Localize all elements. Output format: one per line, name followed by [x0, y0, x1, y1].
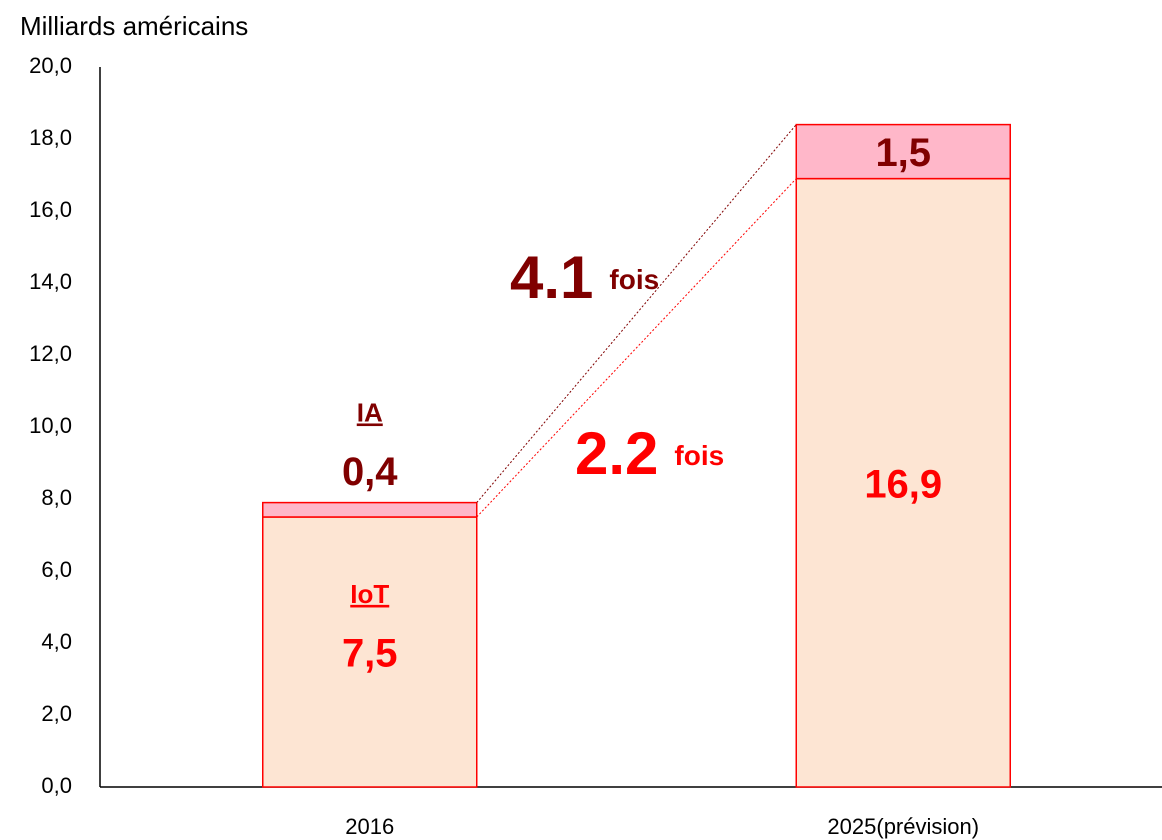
- bar-segment: [795, 177, 1011, 788]
- connector-line: [476, 178, 797, 518]
- series-label: IA: [357, 397, 383, 427]
- series-label: IoT: [350, 579, 389, 609]
- y-tick-label: 2,0: [41, 701, 72, 726]
- x-tick-label: 2016: [345, 814, 394, 839]
- value-label: 16,9: [864, 462, 942, 506]
- x-tick-label: 2025(prévision): [827, 814, 979, 839]
- connector-line: [476, 124, 797, 503]
- annotation-value: 2.2: [575, 420, 658, 487]
- y-tick-label: 10,0: [29, 413, 72, 438]
- annotation: 2.2 fois: [575, 420, 724, 487]
- value-label: 0,4: [342, 450, 398, 494]
- annotation-value: 4.1: [510, 244, 593, 311]
- y-tick-label: 6,0: [41, 557, 72, 582]
- annotation: 4.1 fois: [510, 244, 659, 311]
- y-tick-label: 16,0: [29, 197, 72, 222]
- annotation-unit: fois: [674, 440, 724, 471]
- bar-segment: [262, 516, 478, 788]
- y-tick-label: 4,0: [41, 629, 72, 654]
- y-tick-label: 14,0: [29, 269, 72, 294]
- y-axis-label: Milliards américains: [20, 11, 248, 41]
- value-label: 7,5: [342, 632, 398, 676]
- bar-segment: [795, 123, 1011, 180]
- y-tick-label: 12,0: [29, 341, 72, 366]
- y-tick-label: 8,0: [41, 485, 72, 510]
- annotation-unit: fois: [609, 264, 659, 295]
- y-tick-label: 20,0: [29, 53, 72, 78]
- value-label: 1,5: [875, 131, 931, 175]
- bar-segment: [262, 501, 478, 518]
- y-tick-label: 18,0: [29, 125, 72, 150]
- y-tick-label: 0,0: [41, 773, 72, 798]
